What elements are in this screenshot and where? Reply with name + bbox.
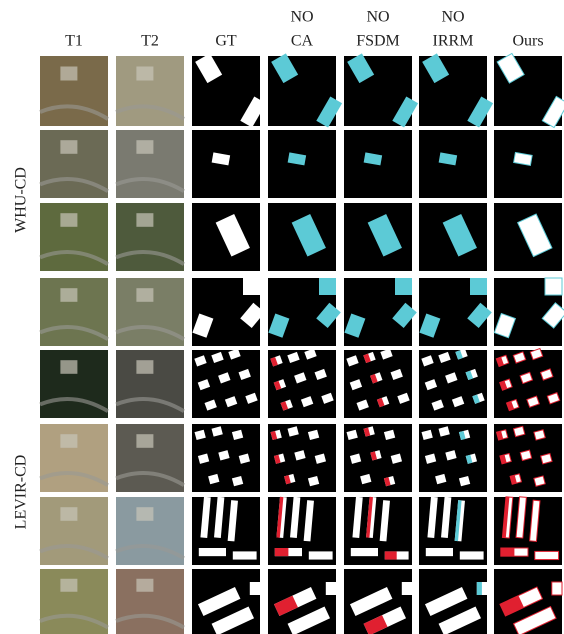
mask-shape bbox=[351, 548, 378, 556]
mask-shape bbox=[233, 551, 257, 559]
column-header: NO bbox=[441, 9, 464, 26]
mask-error bbox=[275, 548, 289, 556]
photo-building bbox=[136, 67, 153, 81]
photo-building bbox=[60, 288, 77, 302]
photo-building bbox=[60, 579, 77, 592]
photo-building bbox=[136, 579, 153, 592]
mask-shape bbox=[545, 278, 562, 295]
photo-building bbox=[136, 213, 153, 227]
column-header: IRRM bbox=[433, 33, 474, 50]
group-label: LEVIR-CD bbox=[13, 455, 30, 530]
photo-building bbox=[136, 507, 153, 521]
column-header: CA bbox=[291, 33, 314, 50]
mask-shape bbox=[460, 551, 484, 559]
mask-shape bbox=[402, 582, 412, 595]
column-header: FSDM bbox=[356, 33, 400, 50]
photo-building bbox=[60, 213, 77, 227]
mask-error bbox=[385, 551, 397, 559]
photo-building bbox=[136, 140, 153, 154]
group-label: WHU-CD bbox=[13, 167, 30, 233]
mask-shape bbox=[326, 582, 336, 595]
column-header: T2 bbox=[141, 33, 159, 50]
photo-building bbox=[60, 360, 77, 374]
figure: T1 T2 GT NO CA NO FSDM NO IRRM Ours WHU-CD LEVIR-… bbox=[0, 0, 564, 634]
column-headers: T1 T2 GT NO CA NO FSDM NO IRRM Ours bbox=[65, 9, 543, 50]
photo-building bbox=[60, 140, 77, 154]
photo-building bbox=[60, 434, 77, 448]
mask-shape bbox=[426, 548, 453, 556]
photo-building bbox=[136, 360, 153, 374]
mask-shape bbox=[250, 582, 260, 595]
column-header: T1 bbox=[65, 33, 83, 50]
column-header: GT bbox=[215, 33, 237, 50]
mask-shape bbox=[319, 278, 336, 295]
mask-error bbox=[477, 582, 482, 595]
mask-shape bbox=[395, 278, 412, 295]
photo-building bbox=[60, 67, 77, 81]
photo-building bbox=[136, 434, 153, 448]
mask-shape bbox=[470, 278, 487, 295]
mask-shape bbox=[535, 551, 559, 559]
mask-shape bbox=[243, 278, 260, 295]
mask-shape bbox=[199, 548, 226, 556]
mask-shape bbox=[552, 582, 562, 595]
mask-shape bbox=[309, 551, 333, 559]
column-header: NO bbox=[366, 9, 389, 26]
photo-building bbox=[60, 507, 77, 521]
column-header: NO bbox=[290, 9, 313, 26]
photo-building bbox=[136, 288, 153, 302]
column-header: Ours bbox=[512, 33, 543, 50]
mask-error bbox=[501, 548, 515, 556]
image-grid bbox=[40, 53, 564, 634]
